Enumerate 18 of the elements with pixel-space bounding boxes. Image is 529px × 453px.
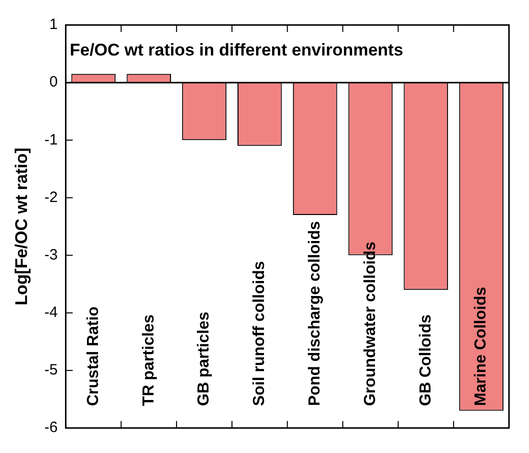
x-tick-label: Crustal Ratio: [84, 306, 102, 406]
y-tick-label: -3: [44, 246, 58, 264]
y-tick-label: -1: [44, 131, 58, 148]
y-tick-label: 0: [49, 74, 58, 91]
y-tick-label: 1: [49, 16, 58, 34]
x-tick-label: Pond discharge colloids: [306, 220, 324, 406]
y-tick-label: -5: [44, 362, 58, 379]
y-tick-label: -4: [44, 304, 58, 321]
y-axis-title: Log[Fe/OC wt ratio]: [12, 148, 31, 306]
x-tick-label: GB particles: [196, 312, 213, 406]
x-tick-label: GB Colloids: [417, 314, 434, 406]
x-tick-label: Marine Colloids: [472, 286, 490, 406]
y-tick-label: -2: [44, 188, 58, 206]
text: Fe/OC wt ratios in different environments: [70, 40, 404, 60]
y-tick-label: -6: [44, 419, 58, 436]
x-tick-label: Groundwater colloids: [362, 241, 379, 406]
x-tick-label: Soil runoff colloids: [251, 261, 268, 406]
x-tick-label: TR particles: [140, 314, 158, 406]
